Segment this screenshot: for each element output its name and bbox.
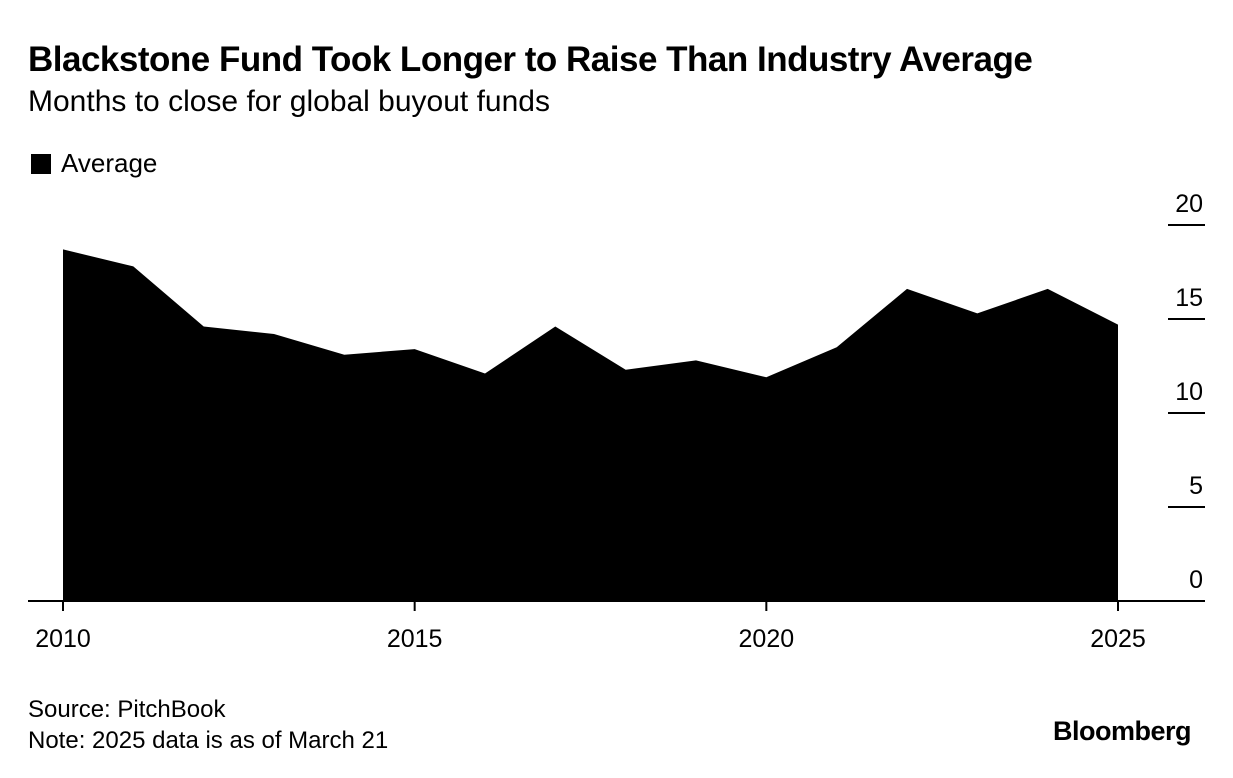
x-tick-label-2020: 2020: [739, 625, 795, 653]
y-tick-label-0: 0: [1189, 566, 1203, 594]
x-axis: 2010 2015 2020 2025: [28, 600, 1205, 653]
chart-subtitle: Months to close for global buyout funds: [28, 85, 550, 118]
y-tick-label-15: 15: [1175, 284, 1203, 312]
y-tick-label-20: 20: [1175, 190, 1203, 218]
area-layer: [63, 249, 1118, 601]
legend-swatch: [31, 153, 51, 174]
x-tick-label-2010: 2010: [35, 625, 91, 653]
y-axis: 0 5 10 15 20: [1168, 190, 1205, 594]
legend-label-average: Average: [61, 148, 158, 178]
x-tick-label-2025: 2025: [1090, 625, 1146, 653]
chart-title: Blackstone Fund Took Longer to Raise Tha…: [28, 40, 1033, 79]
source-note: Source: PitchBook: [28, 696, 226, 723]
data-note: Note: 2025 data is as of March 21: [28, 727, 389, 754]
y-tick-label-10: 10: [1175, 378, 1203, 406]
bloomberg-logo: Bloomberg: [1053, 716, 1192, 746]
footer: Source: PitchBook Note: 2025 data is as …: [28, 694, 388, 756]
area-series-average: [63, 249, 1118, 601]
y-tick-label-5: 5: [1189, 472, 1203, 500]
legend: Average: [31, 148, 157, 179]
x-tick-label-2015: 2015: [387, 625, 443, 653]
